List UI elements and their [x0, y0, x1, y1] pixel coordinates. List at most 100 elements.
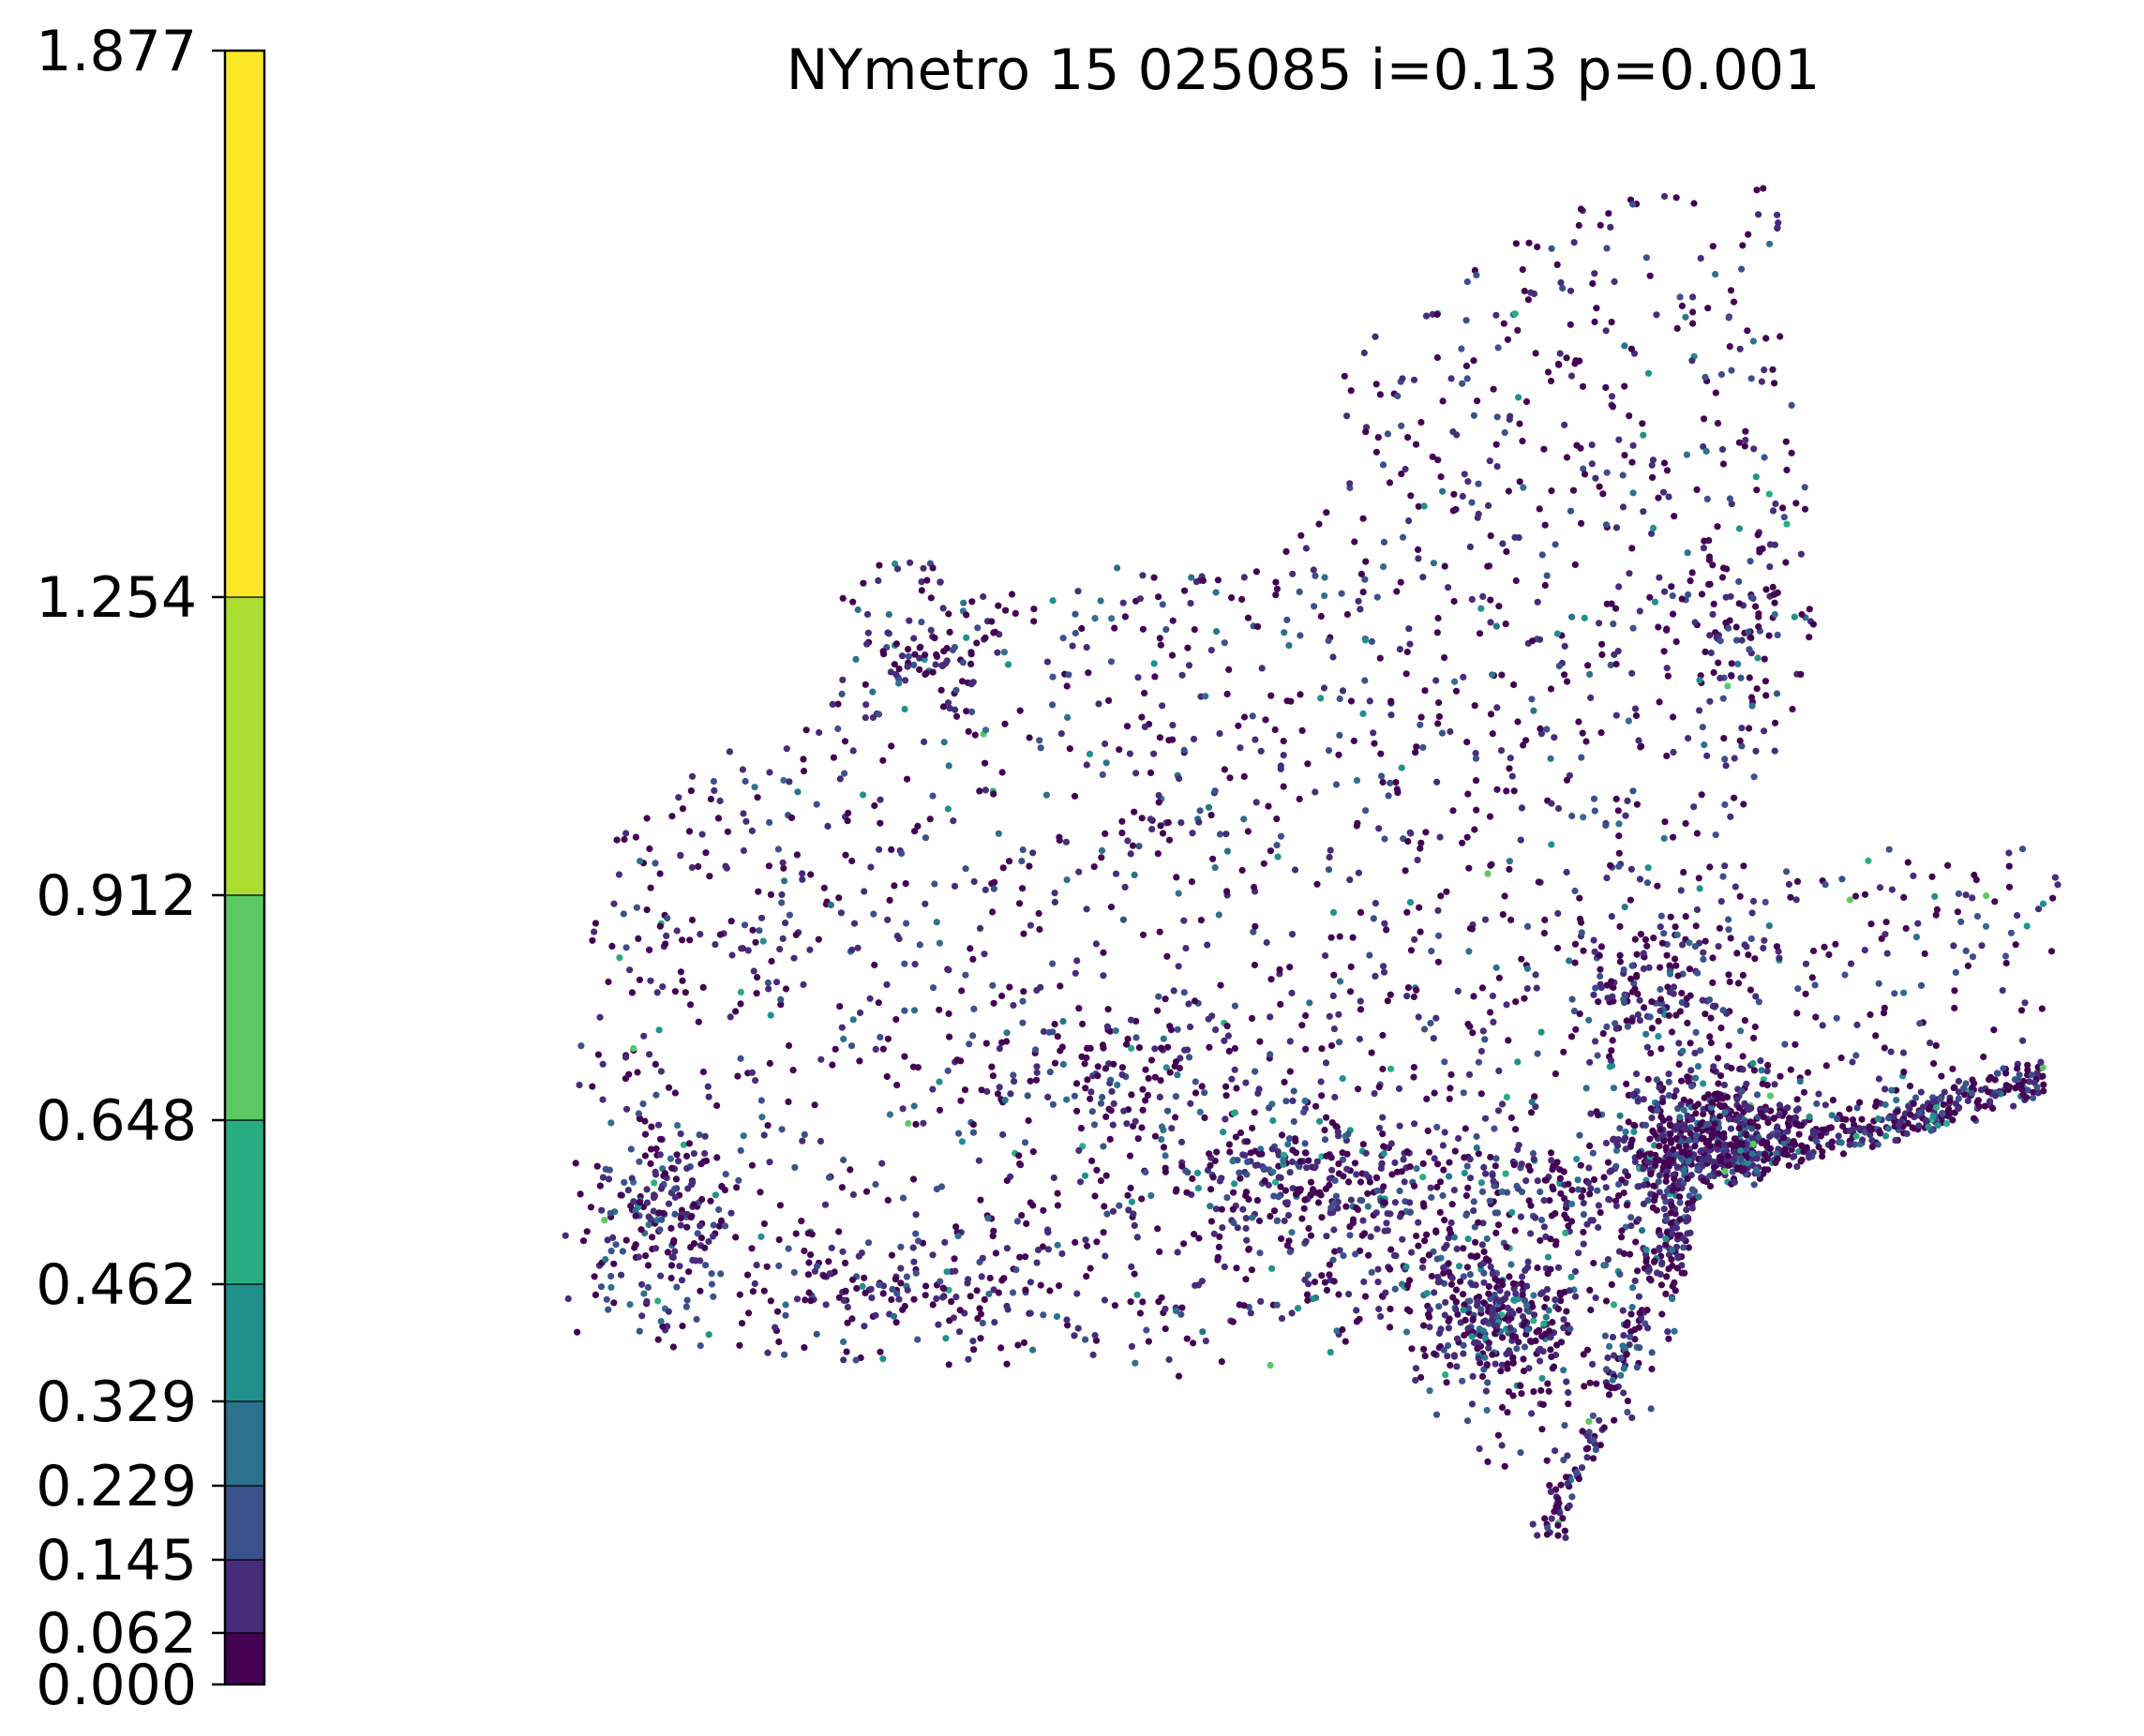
scatter-point: [1424, 1310, 1432, 1318]
scatter-point: [1680, 1125, 1687, 1132]
scatter-point: [1529, 1520, 1537, 1528]
scatter-point: [1471, 702, 1478, 710]
scatter-point: [671, 1089, 680, 1097]
scatter-point: [2024, 1086, 2032, 1094]
scatter-point: [1512, 576, 1520, 585]
scatter-point: [1709, 561, 1717, 569]
scatter-point: [764, 1349, 772, 1356]
scatter-point: [1463, 375, 1471, 382]
scatter-point: [1765, 490, 1773, 498]
scatter-point: [1648, 1115, 1656, 1122]
scatter-point: [1692, 922, 1700, 930]
scatter-point: [1357, 1006, 1365, 1013]
scatter-point: [1741, 1017, 1748, 1025]
scatter-point: [690, 1240, 698, 1248]
scatter-point: [1435, 699, 1443, 707]
scatter-point: [1083, 905, 1090, 913]
scatter-point: [869, 713, 877, 722]
scatter-point: [965, 1355, 972, 1363]
scatter-point: [1700, 545, 1707, 552]
scatter-point: [1118, 1064, 1126, 1071]
scatter-point: [647, 884, 654, 891]
scatter-point: [1027, 1309, 1034, 1317]
scatter-point: [1461, 1154, 1468, 1161]
scatter-point: [1301, 1097, 1309, 1104]
scatter-point: [1493, 786, 1501, 793]
scatter-point: [1547, 1488, 1554, 1495]
scatter-point: [1696, 677, 1703, 684]
scatter-point: [1040, 1027, 1047, 1036]
scatter-point: [1621, 452, 1628, 459]
scatter-point: [655, 1209, 663, 1217]
scatter-point: [1633, 1364, 1641, 1371]
scatter-point: [1072, 610, 1079, 618]
scatter-point: [1557, 1190, 1565, 1197]
scatter-point: [1480, 1269, 1488, 1277]
scatter-point: [1383, 1220, 1390, 1227]
scatter-point: [872, 1045, 879, 1053]
scatter-point: [1410, 993, 1417, 1001]
scatter-point: [1233, 1265, 1240, 1272]
scatter-point: [1211, 864, 1219, 872]
scatter-point: [1605, 1195, 1612, 1204]
scatter-point: [1464, 1021, 1472, 1028]
scatter-point: [790, 1268, 798, 1276]
scatter-point: [1510, 1296, 1518, 1304]
scatter-point: [736, 1341, 743, 1349]
scatter-point: [1375, 1124, 1384, 1131]
scatter-point: [1547, 1346, 1554, 1354]
scatter-point: [963, 634, 970, 641]
scatter-point: [1932, 1041, 1940, 1049]
scatter-point: [1576, 894, 1583, 902]
scatter-point: [825, 1174, 833, 1181]
scatter-point: [1657, 1281, 1665, 1289]
scatter-point: [1192, 578, 1200, 586]
scatter-point: [1336, 1039, 1343, 1046]
scatter-point: [1418, 1264, 1427, 1271]
scatter-point: [1771, 747, 1778, 755]
scatter-point: [649, 1234, 656, 1241]
scatter-point: [708, 1280, 716, 1288]
scatter-point: [1629, 441, 1637, 449]
scatter-point: [1150, 660, 1158, 667]
scatter-point: [1944, 1107, 1952, 1115]
scatter-point: [697, 1342, 704, 1350]
scatter-point: [1457, 1278, 1464, 1285]
scatter-point: [1059, 635, 1067, 642]
scatter-point: [1813, 1138, 1821, 1145]
scatter-point: [1450, 597, 1458, 606]
scatter-point: [1580, 1211, 1587, 1219]
scatter-point: [1621, 999, 1628, 1007]
scatter-point: [1012, 1266, 1020, 1274]
scatter-point: [1244, 1158, 1252, 1166]
scatter-point: [1135, 1044, 1143, 1052]
scatter-point: [1411, 1120, 1418, 1128]
scatter-point: [1035, 909, 1042, 918]
scatter-point: [1387, 711, 1395, 719]
scatter-point: [2033, 1084, 2041, 1091]
scatter-point: [1230, 1219, 1237, 1227]
scatter-point: [1417, 839, 1425, 846]
scatter-point: [1620, 966, 1627, 974]
scatter-point: [701, 1132, 709, 1140]
scatter-point: [1101, 1203, 1108, 1210]
scatter-point: [1102, 830, 1109, 838]
scatter-point: [1602, 822, 1610, 830]
scatter-point: [1534, 1177, 1541, 1185]
scatter-point: [1003, 1360, 1011, 1368]
scatter-point: [1650, 524, 1657, 532]
scatter-point: [1547, 1235, 1554, 1243]
scatter-point: [617, 1271, 625, 1279]
scatter-point: [1650, 935, 1657, 942]
scatter-point: [998, 1039, 1006, 1046]
scatter-point: [685, 1268, 693, 1276]
scatter-point: [1518, 955, 1525, 963]
scatter-point: [1274, 1148, 1282, 1156]
scatter-point: [856, 1057, 863, 1065]
scatter-point: [1607, 223, 1614, 231]
scatter-point: [1769, 583, 1777, 591]
scatter-point: [688, 916, 697, 924]
scatter-point: [821, 1201, 830, 1208]
scatter-point: [956, 1307, 964, 1314]
scatter-point: [647, 1145, 655, 1153]
